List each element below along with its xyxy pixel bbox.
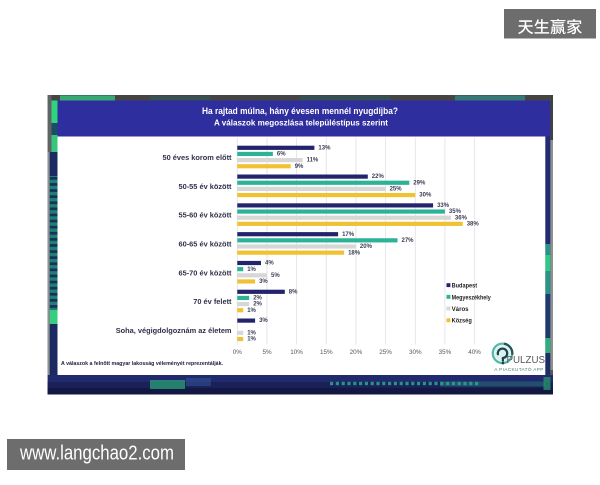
svg-text:6%: 6% [277,152,286,158]
svg-text:17%: 17% [342,232,355,238]
svg-text:Ha rajtad múlna, hány évesen m: Ha rajtad múlna, hány évesen mennél nyug… [202,106,398,116]
svg-text:Város: Város [452,306,469,313]
svg-text:25%: 25% [379,349,392,356]
svg-text:50-55 év között: 50-55 év között [179,182,233,191]
svg-text:11%: 11% [307,158,319,164]
svg-text:65-70 év között: 65-70 év között [179,268,233,277]
svg-text:40%: 40% [468,349,481,356]
svg-text:1%: 1% [247,331,256,337]
svg-text:8%: 8% [289,289,298,295]
svg-text:2%: 2% [253,296,262,302]
svg-text:70 év felett: 70 év felett [193,297,232,306]
svg-text:25%: 25% [390,187,403,193]
svg-text:A válaszok a felnőtt magyar la: A válaszok a felnőtt magyar lakosság vél… [61,361,223,367]
svg-text:1%: 1% [247,267,256,273]
svg-text:38%: 38% [467,221,480,227]
svg-text:Soha, végigdolgoznám az életem: Soha, végigdolgoznám az életem [116,326,232,335]
svg-text:2%: 2% [253,302,262,308]
svg-text:50 éves korom előtt: 50 éves korom előtt [162,153,232,162]
svg-text:5%: 5% [271,273,280,279]
svg-text:9%: 9% [295,164,304,170]
svg-text:33%: 33% [437,203,450,209]
svg-text:Község: Község [452,318,472,325]
svg-text:A válaszok megoszlása települé: A válaszok megoszlása településtípus sze… [214,118,388,128]
svg-text:36%: 36% [455,215,468,221]
svg-text:55-60 év között: 55-60 év között [179,211,233,220]
svg-text:1%: 1% [247,337,256,343]
svg-text:1%: 1% [247,308,256,314]
svg-text:60-65 év között: 60-65 év között [179,240,233,249]
svg-text:20%: 20% [350,349,363,356]
svg-text:www.langchao2.com: www.langchao2.com [19,443,174,465]
svg-text:22%: 22% [372,174,385,180]
svg-text:5%: 5% [262,349,272,356]
svg-text:18%: 18% [348,250,361,256]
svg-text:PULZUS: PULZUS [507,355,546,366]
svg-text:10%: 10% [290,349,303,356]
svg-text:A PIACKUTATÓ APP: A PIACKUTATÓ APP [494,366,543,372]
svg-text:4%: 4% [265,261,274,267]
svg-text:15%: 15% [320,349,333,356]
svg-text:35%: 35% [449,209,462,215]
svg-text:13%: 13% [318,145,331,151]
svg-text:20%: 20% [360,244,373,250]
svg-text:0%: 0% [233,349,243,356]
svg-text:30%: 30% [409,349,422,356]
svg-text:Budapest: Budapest [452,283,478,290]
svg-text:30%: 30% [419,193,432,199]
svg-text:3%: 3% [259,279,268,285]
svg-text:35%: 35% [439,349,452,356]
svg-text:27%: 27% [402,238,415,244]
svg-text:29%: 29% [413,180,426,186]
svg-text:3%: 3% [259,318,268,324]
svg-text:Megyeszékhely: Megyeszékhely [452,294,492,301]
